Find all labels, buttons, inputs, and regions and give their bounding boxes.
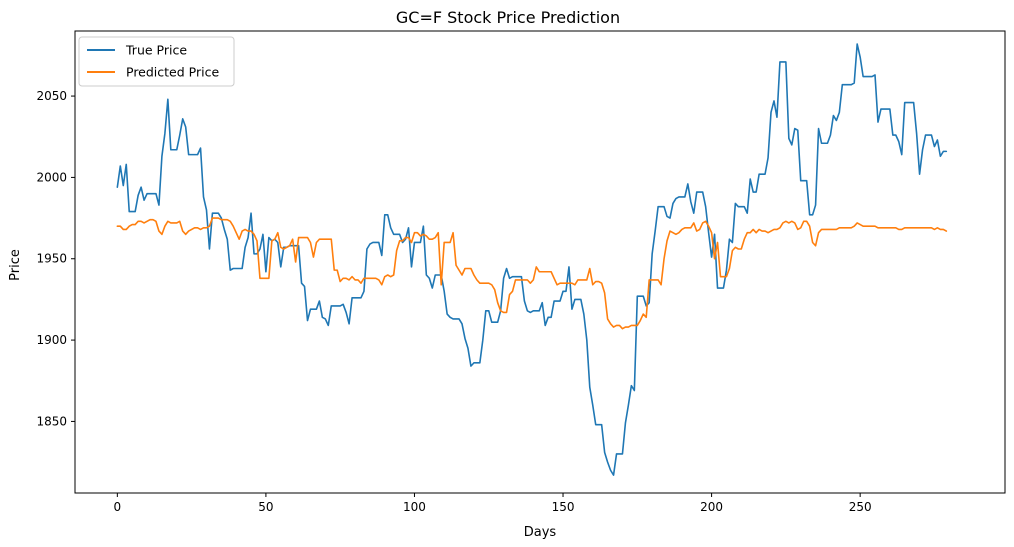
x-tick-label: 0 bbox=[114, 500, 122, 514]
x-tick-label: 100 bbox=[403, 500, 426, 514]
x-tick-label: 250 bbox=[849, 500, 872, 514]
y-tick-label: 1950 bbox=[36, 252, 67, 266]
x-tick-label: 50 bbox=[258, 500, 273, 514]
y-tick-label: 1850 bbox=[36, 414, 67, 428]
chart-title: GC=F Stock Price Prediction bbox=[396, 8, 620, 27]
legend-label-predicted-price: Predicted Price bbox=[126, 65, 219, 80]
plot-frame bbox=[74, 30, 1006, 494]
y-tick-label: 2050 bbox=[36, 89, 67, 103]
x-tick-label: 200 bbox=[700, 500, 723, 514]
series-lines bbox=[116, 43, 948, 476]
y-tick-label: 1900 bbox=[36, 333, 67, 347]
y-tick-label: 2000 bbox=[36, 170, 67, 184]
y-axis-ticks: 1850 1900 1950 2000 2050 bbox=[36, 89, 75, 428]
x-axis-label: Days bbox=[524, 525, 557, 540]
plot-area: 0 50 100 150 200 250 1850 1900 1950 2000 2050 bbox=[36, 30, 1006, 514]
series-line-predicted-price bbox=[116, 217, 948, 330]
x-axis-ticks: 0 50 100 150 200 250 bbox=[114, 493, 872, 514]
x-tick-label: 150 bbox=[552, 500, 575, 514]
legend-label-true-price: True Price bbox=[125, 43, 187, 58]
y-axis-label: Price bbox=[8, 249, 23, 281]
legend: True Price Predicted Price bbox=[78, 36, 235, 87]
series-line-true-price bbox=[116, 43, 948, 476]
legend-frame bbox=[78, 36, 235, 87]
